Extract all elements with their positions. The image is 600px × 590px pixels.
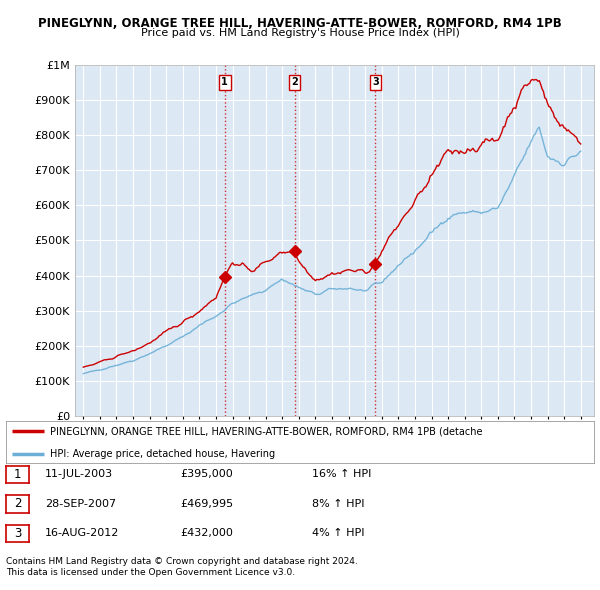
Text: PINEGLYNN, ORANGE TREE HILL, HAVERING-ATTE-BOWER, ROMFORD, RM4 1PB (detache: PINEGLYNN, ORANGE TREE HILL, HAVERING-AT… [50,427,482,436]
Text: £469,995: £469,995 [180,499,233,509]
Text: £432,000: £432,000 [180,529,233,538]
Text: 11-JUL-2003: 11-JUL-2003 [45,470,113,479]
Text: Contains HM Land Registry data © Crown copyright and database right 2024.: Contains HM Land Registry data © Crown c… [6,558,358,566]
Text: Price paid vs. HM Land Registry's House Price Index (HPI): Price paid vs. HM Land Registry's House … [140,28,460,38]
Text: 16-AUG-2012: 16-AUG-2012 [45,529,119,538]
Text: 28-SEP-2007: 28-SEP-2007 [45,499,116,509]
Text: £395,000: £395,000 [180,470,233,479]
Text: 3: 3 [372,77,379,87]
Text: 2: 2 [14,497,21,510]
Text: 4% ↑ HPI: 4% ↑ HPI [312,529,365,538]
Text: 8% ↑ HPI: 8% ↑ HPI [312,499,365,509]
Text: HPI: Average price, detached house, Havering: HPI: Average price, detached house, Have… [50,449,275,459]
Text: 2: 2 [291,77,298,87]
Text: 1: 1 [14,468,21,481]
Text: This data is licensed under the Open Government Licence v3.0.: This data is licensed under the Open Gov… [6,568,295,577]
Text: PINEGLYNN, ORANGE TREE HILL, HAVERING-ATTE-BOWER, ROMFORD, RM4 1PB: PINEGLYNN, ORANGE TREE HILL, HAVERING-AT… [38,17,562,30]
Text: 16% ↑ HPI: 16% ↑ HPI [312,470,371,479]
Text: 1: 1 [221,77,228,87]
Text: 3: 3 [14,527,21,540]
